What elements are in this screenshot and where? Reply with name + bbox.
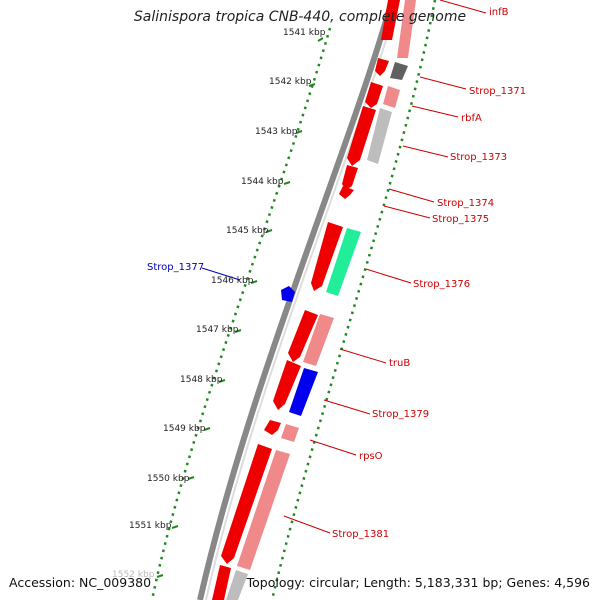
tick-mark [156, 574, 164, 578]
tick-mark [317, 37, 324, 42]
gene-label-infb[interactable]: infB [489, 7, 509, 18]
other-genes [226, 0, 416, 600]
label-leaders [283, 0, 487, 534]
gene-feature [339, 186, 354, 199]
tick-mark [218, 379, 226, 383]
map-title: Salinispora tropica CNB-440, complete ge… [133, 9, 467, 25]
tick-mark [308, 83, 316, 87]
tick-mark [203, 427, 211, 431]
gene-feature-strop-1377 [281, 286, 295, 302]
tick-mark [234, 329, 242, 333]
gene-feature [221, 444, 272, 564]
gene-label-strop-1379[interactable]: Strop_1379 [372, 409, 429, 420]
tick-label: 1551 kbp [129, 521, 172, 531]
gene-feature [381, 0, 400, 40]
tick-mark [265, 229, 273, 233]
tick-label: 1547 kbp [196, 325, 239, 335]
gene-labels: infB Strop_1371 rbfA Strop_1373 Strop_13… [147, 7, 526, 540]
tick-marks [156, 37, 324, 578]
gene-feature [303, 314, 334, 366]
tick-labels: 1541 kbp 1542 kbp 1543 kbp 1544 kbp 1545… [112, 28, 326, 580]
gene-label-strop-1371[interactable]: Strop_1371 [469, 86, 526, 97]
tick-label: 1549 kbp [163, 424, 206, 434]
tick-label: 1550 kbp [147, 474, 190, 484]
gene-label-strop-1381[interactable]: Strop_1381 [332, 529, 389, 540]
gene-label-strop-1377[interactable]: Strop_1377 [147, 262, 204, 273]
gene-feature [367, 108, 392, 164]
gene-feature [342, 165, 358, 190]
gene-feature [383, 86, 400, 108]
gene-feature [281, 424, 299, 442]
gene-label-trub[interactable]: truB [389, 358, 410, 369]
gene-feature [288, 310, 318, 362]
gene-feature [289, 368, 318, 416]
gene-feature [273, 360, 301, 410]
gene-feature [375, 58, 389, 76]
forward-genes [212, 0, 400, 600]
accession-text: Accession: NC_009380 [9, 575, 152, 590]
gene-label-rbfa[interactable]: rbfA [461, 113, 482, 124]
gene-feature [390, 62, 408, 80]
tick-label: 1542 kbp [269, 77, 312, 87]
tick-mark [283, 181, 291, 185]
genome-backbone [197, 0, 395, 600]
gene-feature [326, 228, 361, 296]
tick-mark [171, 525, 179, 529]
gene-feature [212, 565, 231, 600]
tick-mark [295, 130, 303, 134]
gene-label-strop-1375[interactable]: Strop_1375 [432, 214, 489, 225]
tick-label: 1541 kbp [283, 28, 326, 38]
gene-feature [365, 82, 383, 108]
topology-text: Topology: circular; Length: 5,183,331 bp… [246, 575, 590, 590]
tick-mark [250, 280, 258, 284]
outer-dotted-ring [270, 0, 437, 600]
gene-label-strop-1373[interactable]: Strop_1373 [450, 152, 507, 163]
gene-feature [264, 420, 281, 435]
tick-label: 1544 kbp [241, 177, 284, 187]
tick-label: 1545 kbp [226, 226, 269, 236]
gene-feature [347, 106, 376, 166]
tick-mark [187, 476, 195, 480]
gene-label-strop-1374[interactable]: Strop_1374 [437, 198, 494, 209]
gene-feature [226, 570, 248, 600]
gene-feature [311, 222, 343, 291]
gene-feature [237, 450, 290, 570]
tick-label: 1552 kbp [112, 570, 155, 580]
gene-label-strop-1376[interactable]: Strop_1376 [413, 279, 470, 290]
tick-label: 1543 kbp [255, 127, 298, 137]
tick-label: 1546 kbp [211, 276, 254, 286]
gene-label-rpso[interactable]: rpsO [359, 451, 383, 462]
gene-feature [397, 0, 416, 58]
label-leader-strop-1377 [201, 267, 241, 281]
tick-label: 1548 kbp [180, 375, 223, 385]
tick-dotted-ring [150, 27, 332, 600]
